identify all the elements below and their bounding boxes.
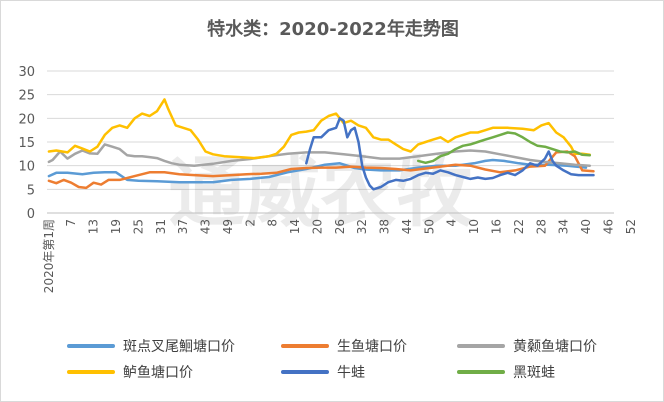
x-tick-label: 44: [400, 219, 414, 234]
chart-title: 特水类：2020-2022年走势图: [207, 19, 459, 40]
legend-label: 生鱼塘口价: [337, 339, 407, 355]
legend-label: 黄颡鱼塘口价: [513, 339, 597, 355]
y-tick-label: 20: [18, 112, 35, 127]
x-tick-label: 4: [445, 219, 459, 227]
legend: 斑点叉尾鮰塘口价 生鱼塘口价 黄颡鱼塘口价鲈鱼塘口价 牛蛙 黑斑蛙: [61, 335, 621, 385]
legend-swatch: [67, 370, 115, 374]
x-tick-label: 31: [154, 219, 168, 234]
x-tick-label: 43: [199, 219, 213, 234]
legend-item: 黄颡鱼塘口价: [457, 335, 597, 357]
x-tick-label: 25: [131, 219, 145, 234]
legend-swatch: [457, 344, 505, 348]
legend-label: 牛蛙: [337, 365, 365, 381]
legend-label: 斑点叉尾鮰塘口价: [123, 339, 235, 355]
legend-label: 鲈鱼塘口价: [123, 365, 193, 381]
legend-swatch: [281, 344, 329, 348]
x-tick-label: 16: [489, 219, 503, 234]
x-tick-label: 8: [266, 219, 280, 227]
y-tick-label: 10: [18, 160, 35, 175]
x-tick-label: 19: [109, 219, 123, 234]
x-tick-label: 10: [467, 219, 481, 234]
gridlines: [47, 70, 614, 190]
x-tick-label: 28: [534, 219, 548, 234]
legend-item: 牛蛙: [281, 361, 365, 383]
series-line-2: [47, 150, 595, 190]
x-tick-label: 37: [176, 219, 190, 234]
x-tick-label: 2: [243, 219, 257, 227]
y-tick-label: 5: [27, 183, 35, 198]
x-tick-label: 40: [579, 219, 593, 234]
x-tick-label: 14: [288, 219, 302, 234]
x-tick-label: 32: [355, 219, 369, 234]
series-line-4: [47, 98, 592, 160]
x-tick-label-first: 2020年第1周: [42, 219, 56, 293]
x-tick-label: 7: [64, 219, 78, 227]
x-tick-label: 52: [624, 219, 638, 234]
y-tick-label: 25: [18, 89, 35, 104]
legend-item: 黑斑蛙: [457, 361, 555, 383]
legend-label: 黑斑蛙: [513, 365, 555, 381]
series-line-3: [47, 143, 592, 167]
legend-item: 鲈鱼塘口价: [67, 361, 193, 383]
legend-swatch: [457, 370, 505, 374]
x-tick-label: 46: [601, 219, 615, 234]
x-tick-label: 49: [221, 219, 235, 234]
legend-swatch: [67, 344, 115, 348]
x-tick-label: 38: [378, 219, 392, 234]
x-tick-label: 20: [310, 219, 324, 234]
x-tick-label: 26: [333, 219, 347, 234]
y-tick-label: 30: [18, 65, 35, 80]
legend-item: 生鱼塘口价: [281, 335, 407, 357]
series-line-6: [416, 131, 592, 165]
x-tick-label: 22: [512, 219, 526, 234]
legend-swatch: [281, 370, 329, 374]
legend-item: 斑点叉尾鮰塘口价: [67, 335, 235, 357]
series-lines: [47, 98, 595, 191]
x-tick-label: 50: [422, 219, 436, 234]
y-tick-label: 0: [27, 207, 35, 222]
y-tick-label: 15: [18, 136, 35, 151]
x-tick-label: 13: [87, 219, 101, 234]
x-tick-label: 34: [557, 219, 571, 234]
series-line-5: [305, 117, 595, 191]
